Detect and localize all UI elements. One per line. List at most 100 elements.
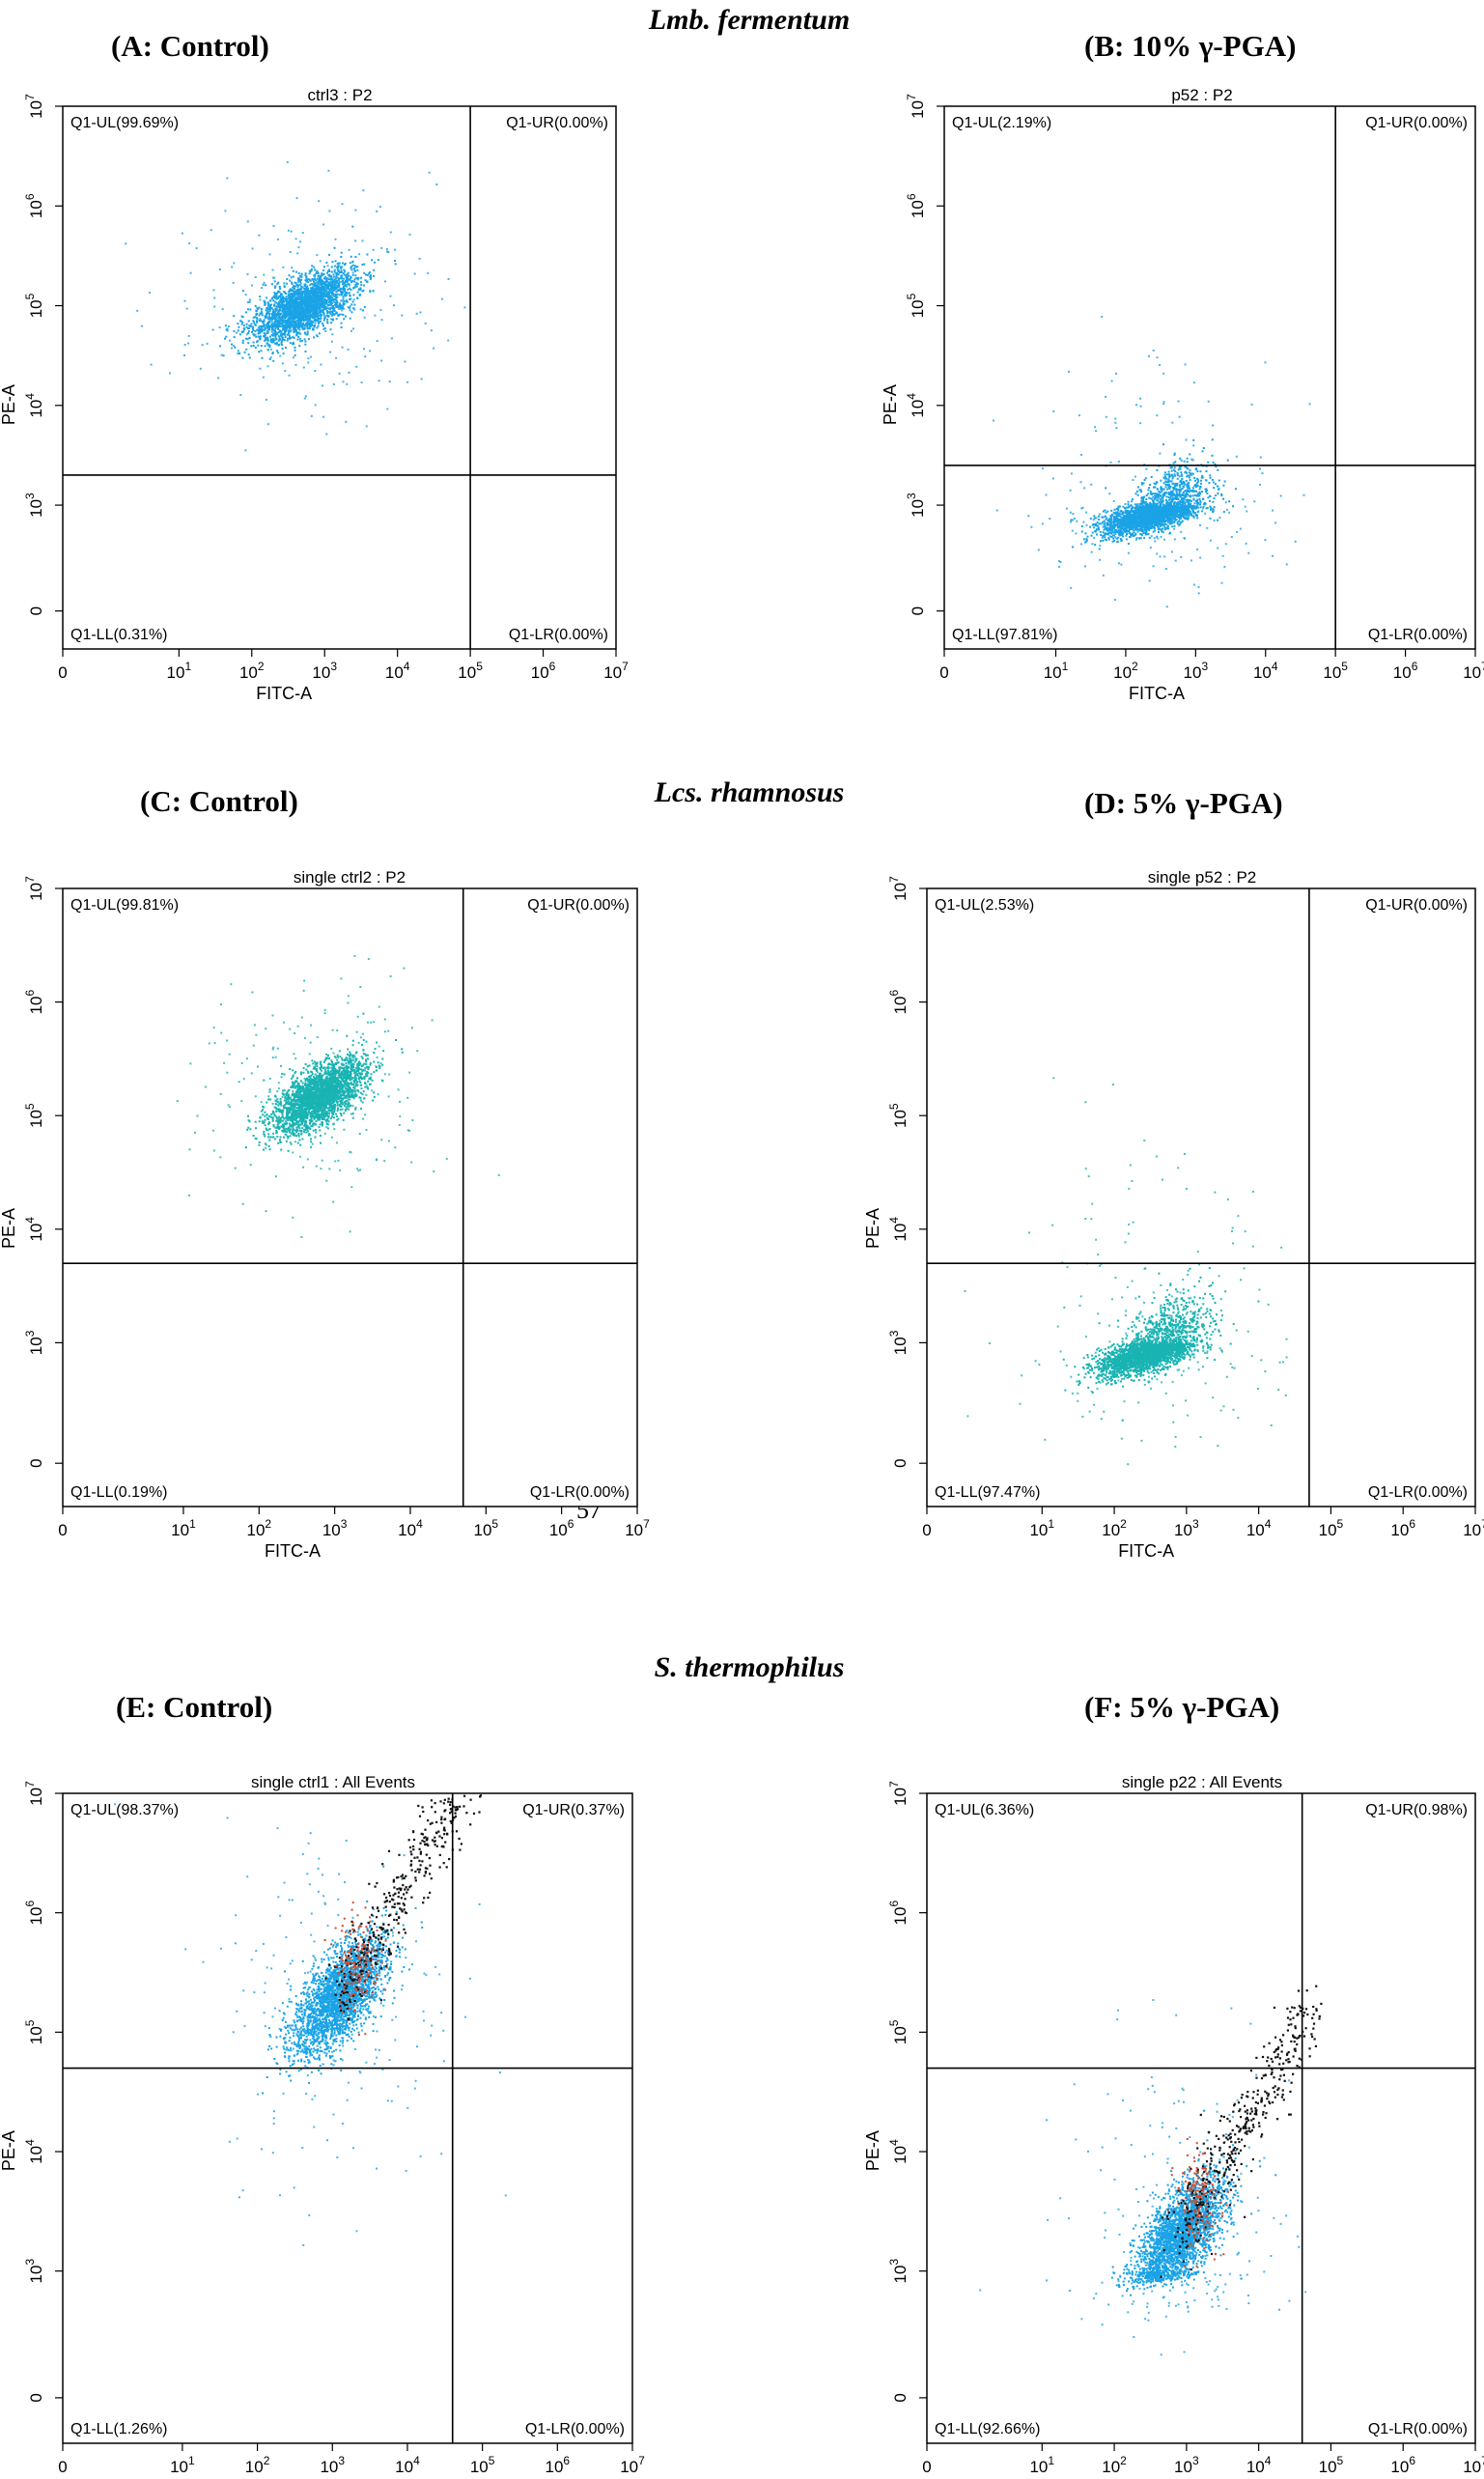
event-point <box>332 280 334 283</box>
event-point <box>283 300 286 303</box>
outlier-point <box>226 177 229 180</box>
event-point <box>297 325 300 328</box>
event-point <box>1166 504 1169 507</box>
event-point <box>293 336 295 339</box>
event-point <box>1174 461 1177 464</box>
event-point <box>273 321 276 324</box>
outlier-point <box>272 276 274 279</box>
event-point <box>338 277 341 280</box>
event-point <box>286 314 289 317</box>
event-point <box>1140 499 1143 502</box>
event-point <box>325 299 328 302</box>
event-point <box>1106 510 1109 513</box>
y-tick-label: 0 <box>27 606 45 615</box>
event-point <box>289 310 292 313</box>
panel-label: (A: Control) <box>111 29 269 63</box>
event-point <box>271 308 274 311</box>
outlier-point <box>447 339 450 342</box>
event-point <box>307 281 310 284</box>
event-point <box>1150 476 1153 478</box>
event-point <box>344 315 347 318</box>
event-point <box>303 338 306 341</box>
event-point <box>1169 493 1171 496</box>
event-point <box>297 284 299 287</box>
event-point <box>304 290 307 293</box>
event-point <box>1205 491 1207 493</box>
event-point <box>308 319 310 322</box>
event-point <box>299 296 302 298</box>
outlier-point <box>282 291 285 294</box>
event-point <box>1211 454 1214 457</box>
event-point <box>286 327 289 330</box>
event-point <box>325 286 328 289</box>
event-point <box>313 293 316 296</box>
event-point <box>272 299 275 302</box>
event-point <box>323 298 326 300</box>
event-point <box>343 300 346 302</box>
event-point <box>338 279 340 281</box>
event-point <box>1214 463 1217 465</box>
event-point <box>296 324 299 327</box>
event-point <box>304 317 307 320</box>
event-point <box>1162 503 1165 506</box>
event-point <box>1179 501 1182 504</box>
event-point <box>1188 494 1190 497</box>
event-point <box>335 298 338 301</box>
event-point <box>278 329 281 332</box>
event-point <box>1209 517 1212 520</box>
event-point <box>330 266 333 268</box>
event-point <box>266 342 268 345</box>
event-point <box>1134 532 1137 535</box>
event-point <box>354 283 357 286</box>
event-point <box>335 318 338 321</box>
event-point <box>313 325 316 328</box>
event-point <box>303 288 306 291</box>
event-point <box>280 297 283 299</box>
event-point <box>1169 500 1172 503</box>
event-point <box>1115 518 1118 521</box>
event-point <box>1166 517 1169 520</box>
event-point <box>285 316 288 319</box>
outlier-point <box>302 366 305 369</box>
event-point <box>1198 498 1201 500</box>
event-point <box>244 337 247 340</box>
event-point <box>1195 486 1197 489</box>
event-point <box>1106 533 1109 536</box>
event-point <box>1167 480 1170 483</box>
event-point <box>343 302 346 305</box>
event-point <box>297 331 300 334</box>
event-point <box>373 268 376 271</box>
event-point <box>304 296 307 298</box>
outlier-point <box>389 231 392 234</box>
event-point <box>273 339 276 342</box>
event-point <box>312 283 315 286</box>
event-point <box>316 290 319 293</box>
event-point <box>1160 524 1162 527</box>
event-point <box>1155 513 1158 515</box>
event-point <box>291 321 294 324</box>
event-point <box>311 293 314 296</box>
event-point <box>297 312 300 315</box>
event-point <box>1174 470 1177 473</box>
event-point <box>1100 522 1103 525</box>
event-point <box>1145 498 1148 501</box>
event-point <box>292 302 294 305</box>
event-point <box>290 326 293 329</box>
event-point <box>339 306 342 308</box>
outlier-point <box>378 206 381 209</box>
outlier-point <box>322 223 325 226</box>
event-point <box>340 326 343 328</box>
event-point <box>1104 536 1106 539</box>
event-point <box>1183 494 1186 497</box>
event-point <box>1170 480 1173 483</box>
event-point <box>1136 521 1139 523</box>
event-point <box>298 303 301 306</box>
event-point <box>318 321 321 324</box>
event-point <box>309 303 312 306</box>
event-point <box>318 322 321 324</box>
event-point <box>277 323 280 325</box>
event-point <box>335 311 338 314</box>
event-point <box>1147 525 1150 527</box>
x-tick-label: 105 <box>458 660 483 682</box>
outlier-point <box>183 354 185 356</box>
